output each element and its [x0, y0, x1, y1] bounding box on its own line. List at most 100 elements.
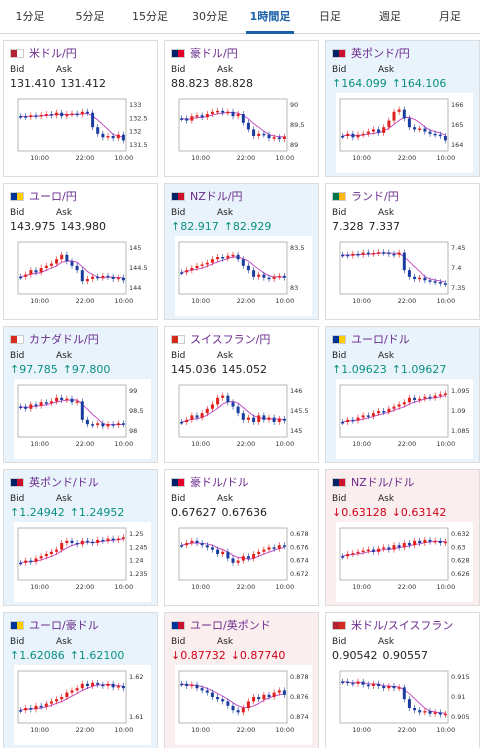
candle-body: [60, 112, 64, 117]
pair-name[interactable]: 豪ドル/円: [190, 47, 238, 60]
candle-body: [407, 118, 411, 128]
price-chart[interactable]: 0.878 0.876 0.874 10:00 22:00 10:00: [175, 665, 312, 745]
pair-name[interactable]: 米ドル/円: [29, 47, 77, 60]
x-tick-label: 22:00: [398, 440, 417, 448]
tab-3[interactable]: 15分足: [132, 10, 168, 23]
x-tick-label: 10:00: [30, 583, 49, 591]
tab-4[interactable]: 30分足: [192, 10, 228, 23]
candle-body: [246, 701, 250, 708]
price-chart[interactable]: 90 89.5 89 10:00 22:00 10:00: [175, 93, 312, 173]
candle-body: [443, 541, 447, 544]
candle-body: [19, 562, 23, 565]
currency-card[interactable]: ユーロ/ドル Bid Ask ↑1.09623 ↑1.09627 1.095 1.09 1.0…: [325, 326, 480, 463]
flag-icon: [332, 191, 346, 201]
candle-body: [246, 265, 250, 271]
price-chart[interactable]: 83.5 83 10:00 22:00 10:00: [175, 236, 312, 316]
candle-body: [438, 134, 442, 137]
currency-card[interactable]: 英ポンド/円 Bid Ask ↑164.099 ↑164.106 166 165 164 10:…: [325, 40, 480, 177]
tab-2[interactable]: 5分足: [75, 10, 105, 23]
candle-body: [44, 554, 48, 557]
candle-body: [19, 406, 23, 409]
candle-body: [351, 133, 355, 138]
candle-body: [34, 558, 38, 562]
candle-body: [351, 253, 355, 256]
candle-body: [443, 713, 447, 716]
candle-body: [231, 254, 235, 257]
price-labels: Bid Ask: [171, 351, 263, 361]
price-chart[interactable]: 0.632 0.63 0.628 0.626 10:00 22:00 10:00: [336, 522, 473, 602]
price-chart[interactable]: 1.095 1.09 1.085 10:00 22:00 10:00: [336, 379, 473, 459]
tab-8[interactable]: 月足: [439, 10, 461, 23]
currency-card[interactable]: ユーロ/円 Bid Ask 143.975 143.980 145 144.5 144 10:0…: [3, 183, 158, 320]
candle-body: [361, 550, 365, 552]
pair-name[interactable]: ユーロ/英ポンド: [190, 619, 271, 632]
candle-body: [236, 254, 240, 260]
price-chart[interactable]: 133 132.5 132 131.5 10:00 22:00 10:00: [14, 93, 151, 173]
candle-body: [371, 549, 375, 552]
currency-card[interactable]: NZドル/円 Bid Ask ↑82.917 ↑82.929 83.5 83 10:00 22:…: [164, 183, 319, 320]
candle-body: [443, 136, 447, 141]
candle-body: [418, 277, 422, 280]
x-tick-label: 10:00: [114, 297, 133, 305]
currency-card[interactable]: ユーロ/豪ドル Bid Ask ↑1.62086 ↑1.62100 1.62 1.61 10:…: [3, 612, 158, 748]
candle-body: [221, 699, 225, 702]
pair-name[interactable]: 英ポンド/円: [351, 47, 410, 60]
currency-card[interactable]: カナダドル/円 Bid Ask ↑97.785 ↑97.800 99 98.5 98 10:00…: [3, 326, 158, 463]
price-chart[interactable]: 146 145.5 145 10:00 22:00 10:00: [175, 379, 312, 459]
pair-header: ユーロ/豪ドル: [10, 618, 99, 632]
price-chart[interactable]: 0.915 0.91 0.905 10:00 22:00 10:00: [336, 665, 473, 745]
price-chart[interactable]: 166 165 164 10:00 22:00 10:00: [336, 93, 473, 173]
currency-card[interactable]: 豪ドル/円 Bid Ask 88.823 88.828 90 89.5 89 10:00 22:0…: [164, 40, 319, 177]
pair-name[interactable]: ユーロ/円: [29, 190, 77, 203]
candle-body: [418, 540, 422, 543]
candle-body: [282, 275, 286, 278]
candle-body: [29, 115, 33, 118]
candle-body: [413, 708, 417, 711]
price-chart[interactable]: 145 144.5 144 10:00 22:00 10:00: [14, 236, 151, 316]
tab-1[interactable]: 1分足: [15, 10, 45, 23]
pair-name[interactable]: NZドル/ドル: [351, 476, 415, 489]
candle-body: [190, 684, 194, 687]
pair-name[interactable]: 豪ドル/ドル: [190, 476, 249, 489]
pair-name[interactable]: スイスフラン/円: [190, 333, 271, 346]
bid-value: 131.410: [10, 77, 56, 90]
candle-body: [392, 253, 396, 256]
currency-card[interactable]: ユーロ/英ポンド Bid Ask ↓0.87732 ↓0.87740 0.878 0.876…: [164, 612, 319, 748]
candle-body: [221, 110, 225, 113]
x-tick-label: 10:00: [191, 440, 210, 448]
pair-name[interactable]: ユーロ/ドル: [351, 333, 410, 346]
candle-body: [121, 686, 125, 689]
pair-name[interactable]: ユーロ/豪ドル: [29, 619, 99, 632]
price-chart[interactable]: 7.45 7.4 7.35 10:00 22:00 10:00: [336, 236, 473, 316]
price-chart[interactable]: 0.678 0.676 0.674 0.672 10:00 22:00 10:00: [175, 522, 312, 602]
tab-7[interactable]: 週足: [379, 10, 401, 23]
candle-body: [55, 397, 59, 402]
currency-card[interactable]: スイスフラン/円 Bid Ask 145.036 145.052 146 145.5 145 1…: [164, 326, 319, 463]
tab-6[interactable]: 日足: [319, 10, 341, 23]
price-chart[interactable]: 1.62 1.61 10:00 22:00 10:00: [14, 665, 151, 745]
pair-name[interactable]: ランド/円: [351, 190, 399, 203]
pair-name[interactable]: NZドル/円: [190, 190, 243, 203]
y-tick-label: 0.874: [290, 713, 309, 721]
tab-5[interactable]: 1時間足: [240, 0, 300, 34]
chart-frame: [17, 527, 127, 581]
currency-card[interactable]: 米ドル/スイスフラン Bid Ask 0.90542 0.90557 0.915 0.91 0…: [325, 612, 480, 748]
price-chart[interactable]: 1.25 1.245 1.24 1.235 10:00 22:00 10:00: [14, 522, 151, 602]
price-chart[interactable]: 99 98.5 98 10:00 22:00 10:00: [14, 379, 151, 459]
currency-card[interactable]: 米ドル/円 Bid Ask 131.410 131.412 133 132.5 132 131.…: [3, 40, 158, 177]
candle-body: [190, 268, 194, 271]
currency-card[interactable]: ランド/円 Bid Ask 7.328 7.337 7.45 7.4 7.35 10:00 22:…: [325, 183, 480, 320]
pair-name[interactable]: 英ポンド/ドル: [29, 476, 99, 489]
currency-card[interactable]: 英ポンド/ドル Bid Ask ↑1.24942 ↑1.24952 1.25 1.245 1.…: [3, 469, 158, 606]
candle-body: [351, 553, 355, 555]
pair-name[interactable]: カナダドル/円: [29, 333, 99, 346]
candle-body: [433, 540, 437, 543]
candle-body: [80, 401, 84, 420]
candle-body: [402, 543, 406, 548]
candle-body: [200, 688, 204, 691]
currency-card[interactable]: NZドル/ドル Bid Ask ↓0.63128 ↓0.63142 0.632 0.63 0.…: [325, 469, 480, 606]
currency-card[interactable]: 豪ドル/ドル Bid Ask 0.67627 0.67636 0.678 0.676 0.67…: [164, 469, 319, 606]
bid-value: ↑1.09623: [332, 363, 387, 376]
pair-name[interactable]: 米ドル/スイスフラン: [351, 619, 454, 632]
candle-body: [356, 134, 360, 138]
